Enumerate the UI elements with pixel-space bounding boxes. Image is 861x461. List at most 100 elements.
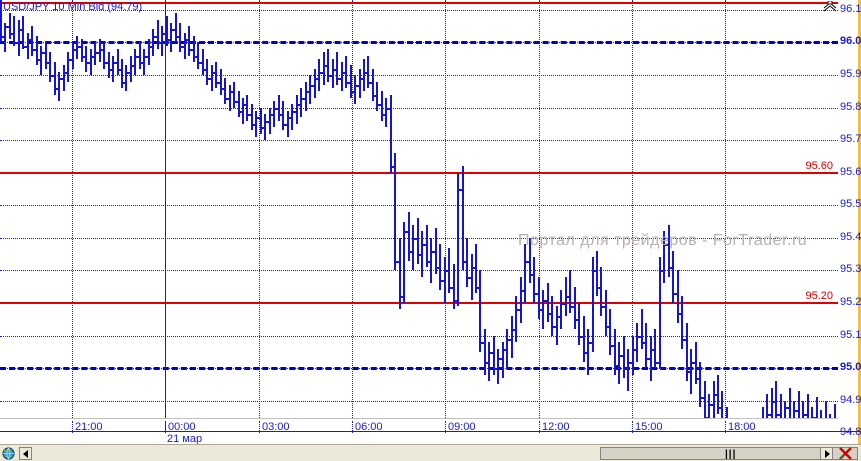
ohlc-open-tick (669, 267, 672, 270)
ohlc-open-tick (100, 49, 103, 51)
arrow-left-icon (23, 450, 28, 458)
ohlc-open-tick (109, 68, 112, 71)
ohlc-open-tick (149, 45, 152, 48)
close-icon[interactable] (838, 446, 853, 461)
ohlc-open-tick (409, 250, 412, 253)
ohlc-bar (282, 101, 284, 131)
ohlc-bar (9, 13, 11, 40)
ohlc-bar (305, 81, 307, 111)
ohlc-open-tick (185, 39, 188, 42)
ohlc-open-tick (208, 78, 211, 81)
globe-icon[interactable] (2, 447, 15, 460)
ohlc-open-tick (217, 81, 220, 84)
ohlc-bar (202, 49, 204, 76)
ohlc-open-tick (252, 123, 255, 126)
ohlc-open-tick (786, 407, 789, 410)
ohlc-bar (103, 42, 105, 69)
red-price-level[interactable] (0, 301, 838, 304)
ohlc-bar (475, 244, 477, 294)
ohlc-bar (775, 381, 777, 418)
ohlc-bar (793, 400, 795, 418)
time-axis-label: 00:00 (165, 421, 196, 433)
ohlc-open-tick (535, 293, 538, 296)
ohlc-bar (300, 88, 302, 118)
ohlc-open-tick (620, 355, 623, 358)
ohlc-bar (686, 322, 688, 382)
gridline-vertical (352, 0, 353, 418)
ohlc-bar (632, 335, 634, 375)
ohlc-open-tick (33, 49, 36, 51)
time-axis[interactable]: 21 мар 21:00 00:00 03:00 06:00 09:00 12:00 15:… (0, 418, 838, 445)
ohlc-bar (336, 52, 338, 85)
ohlc-open-tick (566, 296, 569, 299)
dashed-price-level[interactable] (0, 367, 838, 371)
ohlc-bar (251, 104, 253, 131)
ohlc-bar (269, 107, 271, 134)
ohlc-open-tick (494, 368, 497, 371)
ohlc-bar (246, 94, 248, 121)
ohlc-bar (76, 35, 78, 59)
chart-tool-icon[interactable] (822, 1, 838, 13)
price-axis-label: 94.90 (840, 393, 861, 406)
ohlc-bar (359, 68, 361, 98)
ohlc-open-tick (293, 110, 296, 113)
ohlc-bar (264, 114, 266, 141)
ohlc-open-tick (714, 394, 717, 397)
ohlc-bar (58, 71, 60, 102)
scroll-right-arrow[interactable] (820, 447, 833, 460)
ohlc-open-tick (459, 189, 462, 191)
ohlc-bar (488, 342, 490, 382)
ohlc-open-tick (503, 348, 506, 351)
ohlc-bar (36, 35, 38, 66)
ohlc-open-tick (705, 416, 708, 418)
ohlc-bar (408, 211, 410, 261)
ohlc-open-tick (360, 78, 363, 81)
red-price-level[interactable] (0, 171, 838, 174)
ohlc-bar (220, 68, 222, 95)
red-price-level[interactable] (0, 2, 838, 5)
ohlc-bar (627, 348, 629, 391)
ohlc-bar (27, 32, 29, 59)
ohlc-open-tick (647, 358, 650, 361)
ohlc-bar (659, 257, 661, 369)
ohlc-open-tick (562, 302, 565, 305)
ohlc-open-tick (795, 410, 798, 413)
ohlc-bar (403, 221, 405, 303)
ohlc-bar (524, 244, 526, 303)
ohlc-bar (569, 270, 571, 313)
time-axis-label: 03:00 (259, 421, 290, 433)
ohlc-bar (367, 55, 369, 89)
horizontal-scrollbar-thumb[interactable]: ||| (600, 447, 858, 460)
ohlc-bar (63, 65, 65, 92)
ohlc-open-tick (297, 104, 300, 107)
ohlc-bar (609, 309, 611, 356)
axis-baseline (0, 431, 861, 432)
ohlc-bar (677, 270, 679, 323)
ohlc-open-tick (19, 29, 22, 32)
ohlc-open-tick (239, 110, 242, 113)
ohlc-bar (529, 237, 531, 284)
dashed-price-level[interactable] (0, 41, 838, 45)
ohlc-bar (721, 390, 723, 418)
ohlc-bar (287, 110, 289, 137)
ohlc-bar (444, 257, 446, 303)
scroll-left-arrow[interactable] (19, 447, 32, 460)
ohlc-open-tick (37, 58, 40, 61)
price-axis-label: 95.80 (840, 100, 861, 113)
ohlc-open-tick (490, 351, 493, 354)
ohlc-bar (641, 309, 643, 349)
ohlc-open-tick (481, 342, 484, 345)
ohlc-open-tick (521, 289, 524, 292)
ohlc-bar (457, 172, 459, 307)
price-axis-label: 95.70 (840, 133, 861, 146)
ohlc-open-tick (10, 32, 13, 35)
price-axis-label: 95.20 (840, 295, 861, 308)
ohlc-open-tick (485, 361, 488, 364)
price-axis[interactable]: 96.10 96.00 95.90 95.80 95.70 95.60 95.50 95.40… (838, 0, 861, 461)
ohlc-bar (399, 237, 401, 310)
ohlc-open-tick (6, 26, 9, 29)
time-axis-label: 06:00 (352, 421, 383, 433)
ohlc-open-tick (710, 403, 713, 406)
ohlc-open-tick (472, 267, 475, 270)
